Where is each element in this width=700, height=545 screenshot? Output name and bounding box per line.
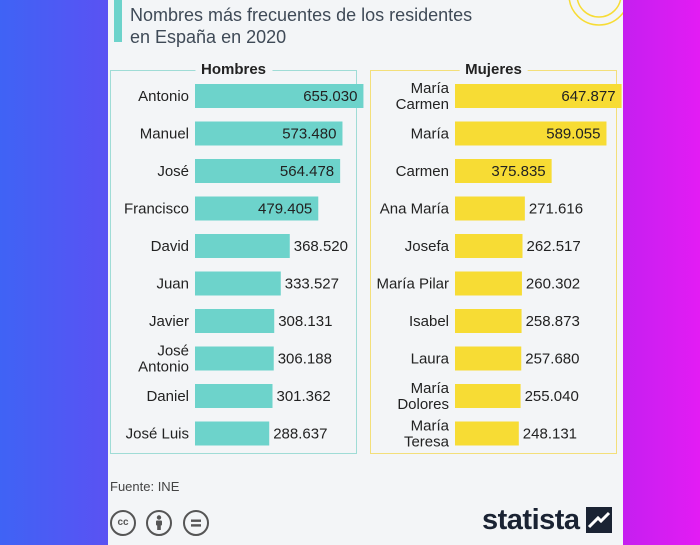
women-name-label: Isabel: [409, 313, 449, 330]
men-value-label: 306.188: [278, 351, 332, 368]
women-value-label: 262.517: [527, 238, 581, 255]
women-bar-chart: María Carmen 647.877 María 589.055 Carmen 375.…: [376, 80, 622, 451]
title-accent-bar: [114, 0, 122, 42]
men-bar: [195, 84, 364, 108]
women-value-label: 647.877: [561, 88, 615, 105]
men-bar: [195, 309, 275, 333]
women-name-label: Ana María: [380, 201, 450, 218]
statista-logo-icon: [585, 507, 612, 533]
source-note: Fuente: INE: [110, 479, 180, 494]
women-value-label: 248.131: [523, 426, 577, 443]
women-value-label: 258.873: [526, 313, 580, 330]
chart-title: Nombres más frecuentes de los residentes…: [130, 5, 473, 47]
women-name-label: María Dolores: [397, 380, 449, 413]
women-panel-title: Mujeres: [459, 61, 528, 79]
men-value-label: 308.131: [278, 313, 332, 330]
men-name-label: José: [157, 163, 189, 180]
license-icons: cc: [110, 510, 215, 536]
women-name-label: María: [411, 126, 450, 143]
men-name-label: Javier: [149, 313, 189, 330]
nd-equals-icon: [182, 510, 209, 536]
men-value-label: 564.478: [280, 163, 334, 180]
statista-logo[interactable]: statista: [482, 503, 612, 537]
men-bar: [195, 346, 274, 371]
men-value-label: 301.362: [276, 388, 330, 405]
women-bar: [455, 346, 522, 371]
women-value-label: 589.055: [546, 126, 600, 143]
men-name-label: Daniel: [146, 388, 189, 405]
women-value-label: 271.616: [529, 201, 583, 218]
women-value-label: 257.680: [525, 351, 579, 368]
men-value-label: 655.030: [303, 88, 357, 105]
women-value-label: 260.302: [526, 276, 580, 293]
women-name-label: Josefa: [405, 238, 450, 255]
men-panel-title: Hombres: [194, 61, 273, 79]
men-name-label: José Luis: [126, 426, 189, 443]
women-bar: [455, 234, 523, 258]
men-name-label: Manuel: [140, 126, 189, 143]
men-panel: Hombres Antonio 655.030 Manuel 573.480 José 5…: [110, 61, 364, 454]
women-name-label: María Pilar: [376, 276, 449, 293]
women-bar: [455, 196, 525, 221]
decorative-circles-icon: [568, 0, 623, 26]
men-bar: [195, 196, 319, 221]
men-bar-chart: Antonio 655.030 Manuel 573.480 José 564.478 Fr…: [124, 84, 364, 446]
men-bar: [195, 159, 341, 183]
men-bar: [195, 234, 290, 258]
men-value-label: 479.405: [258, 201, 312, 218]
men-value-label: 333.527: [285, 276, 339, 293]
women-bar: [455, 84, 622, 108]
women-bar: [455, 309, 522, 333]
men-bar: [195, 271, 281, 296]
men-name-label: Antonio: [138, 88, 189, 105]
men-value-label: 573.480: [282, 126, 336, 143]
women-name-label: María Teresa: [404, 418, 450, 451]
women-name-label: María Carmen: [396, 80, 450, 113]
women-bar: [455, 421, 519, 446]
men-bar: [195, 121, 343, 146]
men-name-label: Juan: [156, 276, 189, 293]
women-bar: [455, 121, 607, 146]
women-bar: [455, 159, 552, 183]
women-value-label: 375.835: [491, 163, 545, 180]
by-person-icon: [146, 510, 173, 536]
men-value-label: 368.520: [294, 238, 348, 255]
men-name-label: David: [151, 238, 189, 255]
men-name-label: Francisco: [124, 201, 189, 218]
women-name-label: Laura: [411, 351, 450, 368]
men-value-label: 288.637: [273, 426, 327, 443]
men-bar: [195, 384, 273, 408]
men-bar: [195, 421, 270, 446]
men-name-label: José Antonio: [138, 343, 189, 376]
women-value-label: 255.040: [525, 388, 579, 405]
women-panel: Mujeres María Carmen 647.877 María 589.055 Ca…: [370, 61, 622, 454]
women-name-label: Carmen: [396, 163, 449, 180]
women-bar: [455, 384, 521, 408]
logo-wordmark: statista: [482, 503, 580, 536]
women-bar: [455, 271, 522, 296]
infographic-card: Nombres más frecuentes de los residentes…: [108, 0, 623, 545]
cc-icon: cc: [110, 510, 136, 536]
